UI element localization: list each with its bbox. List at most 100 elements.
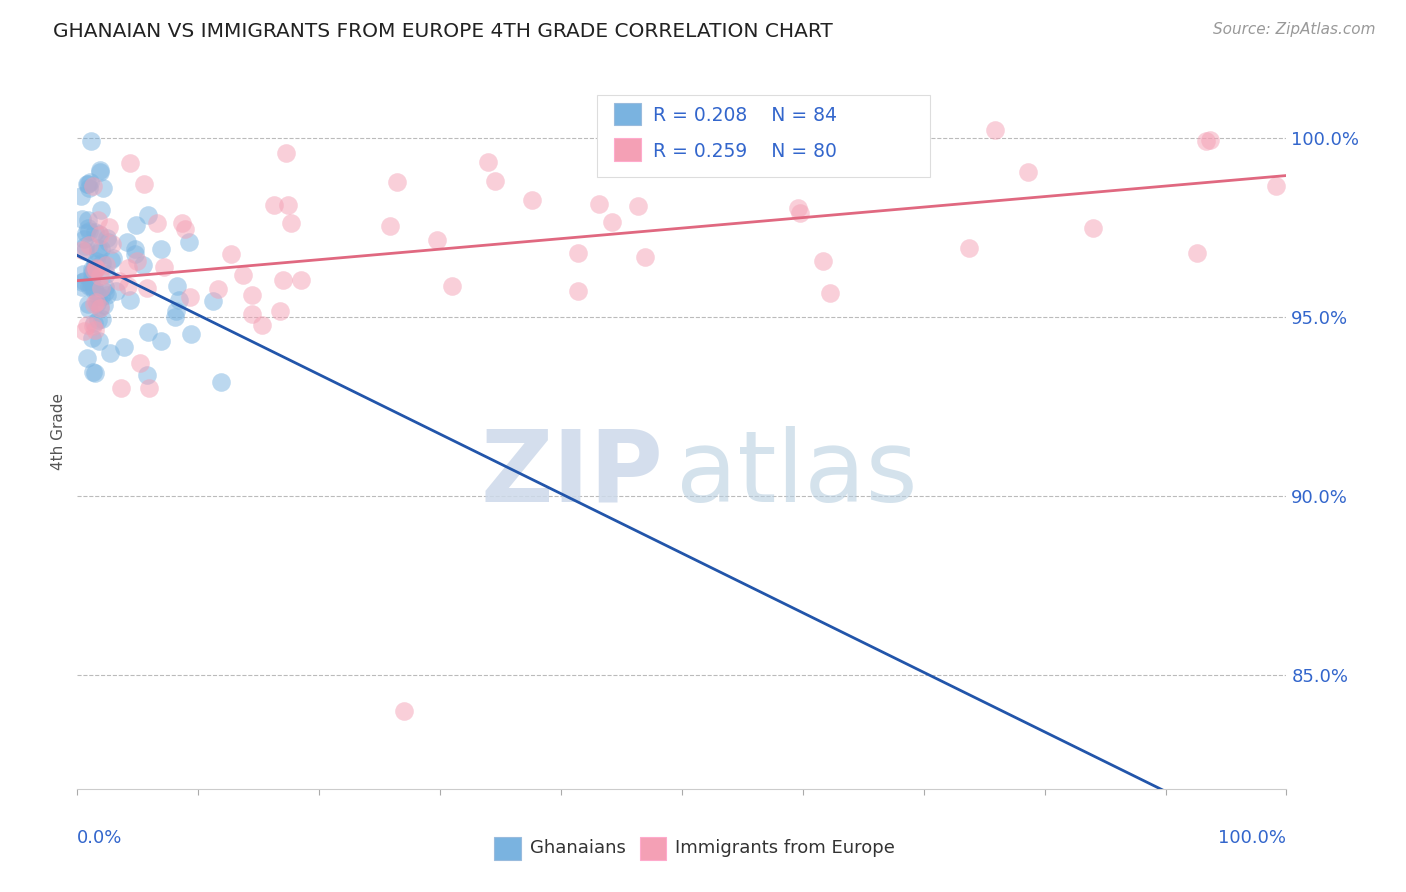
Point: [89, 163, 111, 178]
Point: [93, 298, 115, 312]
Point: [82, 365, 104, 379]
Point: [107, 274, 129, 288]
Point: [378, 219, 401, 234]
Point: [136, 368, 159, 383]
Point: [87, 312, 110, 326]
Text: R = 0.208    N = 84: R = 0.208 N = 84: [652, 106, 837, 125]
Point: [1185, 246, 1208, 260]
Bar: [495, 837, 522, 860]
Point: [131, 258, 153, 272]
Point: [89, 301, 111, 316]
Point: [77, 180, 100, 194]
Point: [984, 123, 1007, 137]
Point: [94, 268, 117, 282]
Point: [84, 366, 107, 380]
Point: [84, 257, 107, 271]
Point: [90, 242, 112, 256]
Point: [813, 254, 835, 268]
Point: [83, 296, 105, 310]
Point: [101, 251, 124, 265]
Point: [177, 235, 200, 249]
Point: [136, 208, 159, 222]
Point: [240, 288, 263, 302]
Point: [89, 269, 111, 284]
Point: [82, 318, 104, 333]
Point: [165, 310, 187, 325]
Point: [76, 297, 98, 311]
Point: [129, 356, 152, 370]
Point: [86, 212, 108, 227]
Point: [426, 233, 449, 247]
Point: [263, 198, 285, 212]
Text: 0.0%: 0.0%: [77, 829, 122, 847]
Point: [90, 255, 112, 269]
Point: [97, 220, 120, 235]
Point: [76, 213, 98, 227]
Point: [180, 327, 202, 342]
Point: [89, 227, 111, 242]
Point: [627, 199, 650, 213]
Point: [120, 156, 142, 170]
Point: [70, 275, 93, 289]
Point: [146, 216, 169, 230]
Point: [79, 176, 101, 190]
Point: [112, 340, 135, 354]
Point: [269, 304, 291, 318]
Point: [73, 232, 96, 246]
Point: [110, 381, 132, 395]
Y-axis label: 4th Grade: 4th Grade: [51, 392, 66, 470]
Point: [83, 261, 105, 276]
Point: [626, 123, 648, 137]
Point: [392, 704, 415, 718]
Text: 100.0%: 100.0%: [1219, 829, 1286, 847]
Point: [83, 264, 105, 278]
Point: [83, 323, 105, 337]
Point: [94, 285, 117, 300]
Point: [83, 263, 105, 277]
Point: [794, 141, 817, 155]
Point: [787, 201, 810, 215]
Point: [72, 268, 94, 282]
Point: [79, 279, 101, 293]
Point: [75, 239, 97, 253]
Point: [94, 258, 117, 272]
Text: ZIP: ZIP: [481, 425, 664, 523]
Point: [70, 244, 93, 258]
Point: [567, 285, 589, 299]
Point: [82, 331, 104, 345]
Point: [588, 196, 610, 211]
Point: [77, 221, 100, 235]
Point: [1081, 221, 1104, 235]
Point: [91, 181, 114, 195]
Point: [90, 290, 112, 304]
Point: [277, 198, 299, 212]
Point: [83, 225, 105, 239]
Bar: [640, 837, 666, 860]
Point: [117, 279, 139, 293]
Point: [76, 351, 98, 366]
Text: Source: ZipAtlas.com: Source: ZipAtlas.com: [1212, 22, 1375, 37]
Point: [957, 242, 980, 256]
Point: [522, 193, 544, 207]
Point: [86, 295, 108, 310]
Point: [84, 261, 107, 276]
Point: [387, 175, 409, 189]
Point: [240, 307, 263, 321]
Point: [84, 254, 107, 268]
Point: [567, 246, 589, 260]
Point: [219, 246, 242, 260]
Point: [167, 293, 190, 307]
Point: [94, 279, 117, 293]
Point: [250, 318, 273, 333]
Text: R = 0.259    N = 80: R = 0.259 N = 80: [652, 142, 837, 161]
Point: [150, 334, 173, 349]
Point: [136, 281, 159, 295]
Point: [105, 284, 128, 298]
Text: Immigrants from Europe: Immigrants from Europe: [675, 839, 894, 857]
Point: [1017, 165, 1039, 179]
Point: [80, 274, 103, 288]
Point: [83, 283, 105, 297]
Point: [280, 216, 302, 230]
Point: [441, 279, 464, 293]
Point: [73, 244, 96, 258]
